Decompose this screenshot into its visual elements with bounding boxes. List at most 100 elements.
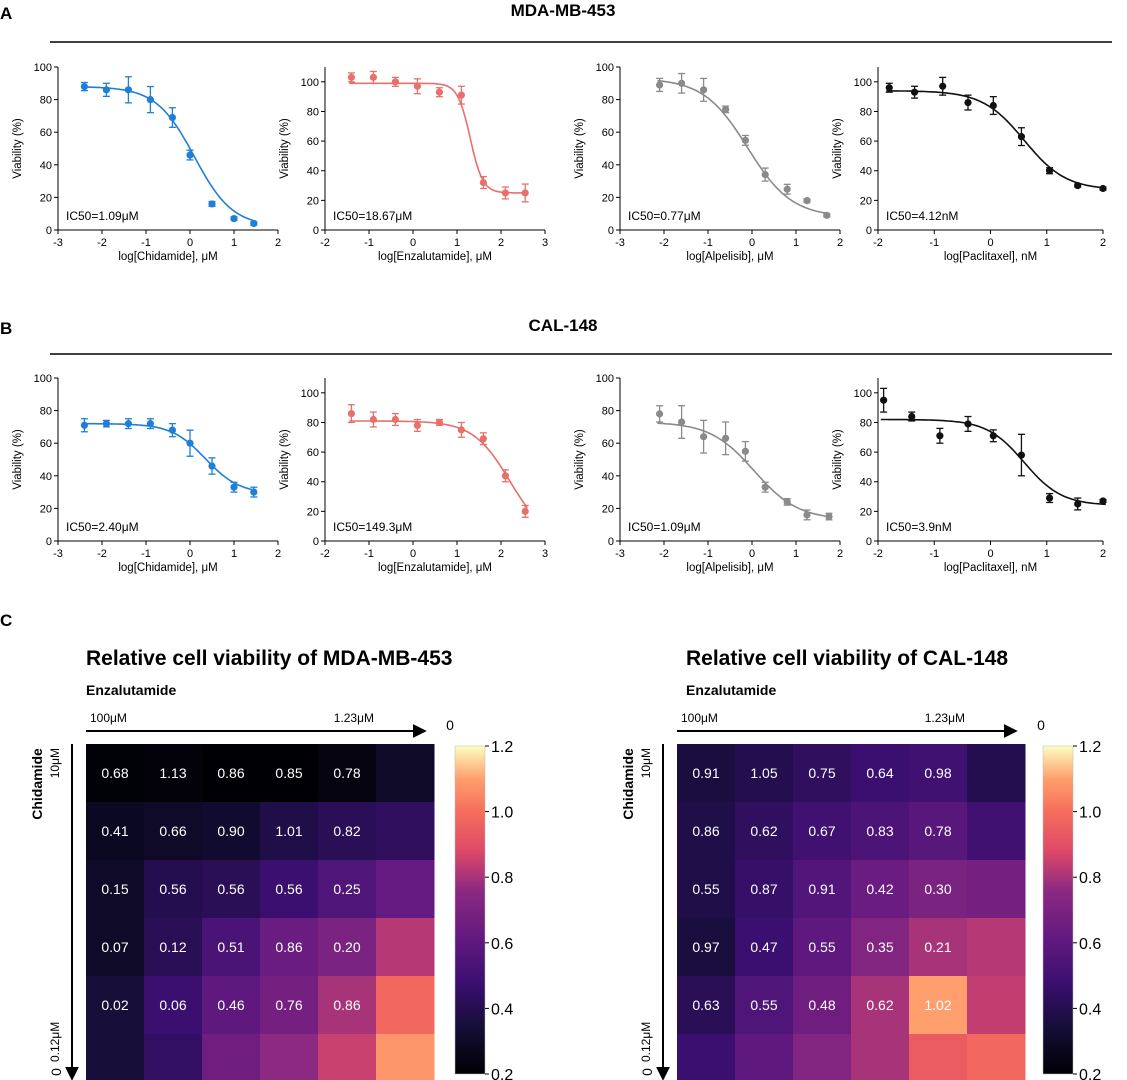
plot-A4: 0 20 40 60 80 100 -2 -1 0 1 2 log[Paclitaxel], nM Vi… [832,67,1107,263]
y-axis-label: Viability (%) [279,429,291,490]
ic50-annotation: IC50=3.9nM [886,520,952,534]
y-tick-label: 100 [854,77,872,89]
heatmap-cell [851,744,910,803]
y-tick-label: 80 [40,95,52,107]
heatmap-cell [202,976,261,1035]
y-tick-label: 100 [301,77,319,89]
cell-value: 0.30 [924,881,951,897]
data-point [823,211,831,219]
x-tick-label: -1 [929,548,939,560]
y-tick-label: 80 [40,406,52,418]
data-point [1045,167,1054,175]
x-tick-label: -2 [873,548,883,560]
data-point [1099,184,1107,193]
heatmap-cell [144,802,203,861]
heatmap-title: Relative cell viability of MDA-MB-453 [86,647,452,670]
x-tick-label: 1 [454,548,460,560]
colorbar-tick-label: 0.8 [1079,870,1101,887]
section-a-title: MDA-MB-453 [511,1,616,20]
y-axis-label: Viability (%) [574,118,586,179]
data-point [124,420,132,428]
fit-curve [349,82,528,194]
cell-value: 0.15 [101,881,128,897]
data-point [80,82,88,91]
plot-A2: 0 20 40 60 80 100 -2 -1 0 1 2 3 log[Enzalutamide], μ… [279,67,548,263]
x-axis-label: log[Chidamide], μM [118,251,217,263]
y-tick-label: 80 [860,106,872,118]
fit-curve [82,422,257,492]
column-zero-label: 0 [1037,717,1045,733]
ic50-annotation: IC50=1.09μM [66,209,139,223]
y-tick-label: 100 [34,62,52,74]
cell-value: 0.78 [333,765,360,781]
x-tick-label: -3 [615,237,625,249]
data-point [1074,181,1082,190]
heatmap-cell [318,802,377,861]
y-tick-label: 100 [854,388,872,400]
data-point [391,78,399,86]
cell-value: 0.90 [217,823,244,839]
y-tick-label: 0 [46,225,52,237]
heatmap-cell [86,1034,145,1080]
row-start-label: 10μM [48,748,62,778]
y-tick-label: 80 [860,417,872,429]
y-tick-label: 20 [860,506,872,518]
y-tick-label: 0 [313,225,319,237]
panel-label-b: B [0,319,12,338]
heatmap-cell [318,1034,377,1080]
colorbar-tick-label: 0.6 [491,936,513,953]
heatmap-cell [735,860,794,919]
y-tick-label: 20 [307,195,319,207]
column-axis-title: Enzalutamide [686,682,776,698]
y-tick-label: 40 [860,166,872,178]
heatmap-cell [677,918,736,977]
heatmap-cell [144,744,203,803]
x-axis-label: log[Paclitaxel], nM [944,562,1037,574]
data-point [678,418,686,426]
data-point [230,214,238,223]
cell-value: 0.75 [808,765,835,781]
heatmap-cell [967,1034,1026,1080]
colorbar [454,745,486,1075]
heatmap-cell [376,918,435,977]
y-tick-label: 0 [608,536,614,548]
heatmap-cell [376,802,435,861]
cell-value: 0.20 [333,939,360,955]
x-axis-label: log[Chidamide], μM [118,562,217,574]
plot-A1: 0 20 40 60 80 100 -3 -2 -1 0 1 2 log[Chidamide], μM V… [12,62,281,263]
data-point [208,462,216,470]
data-point [435,88,443,96]
row-axis-title: Chidamide [620,748,636,820]
y-tick-label: 20 [602,192,614,204]
colorbar-tick-label: 1.2 [491,739,513,756]
cell-value: 0.87 [750,881,777,897]
x-tick-label: -1 [141,548,151,560]
heatmap-cell [967,802,1026,861]
x-tick-label: -1 [364,237,374,249]
row-zero-label: 0 [639,1068,655,1076]
heatmap-cell [318,976,377,1035]
y-tick-label: 60 [40,438,52,450]
cell-value: 0.85 [275,765,302,781]
x-axis-label: log[Paclitaxel], nM [944,251,1037,263]
row-end-label: 0.12μM [48,1022,62,1062]
plot-B1: 0 20 40 60 80 100 -3 -2 -1 0 1 2 log[Chidamide], μM V… [12,373,281,574]
row-end-label: 0.12μM [639,1022,653,1062]
x-tick-label: -2 [873,237,883,249]
heatmap-cell [260,918,319,977]
ic50-annotation: IC50=4.12nM [886,209,958,223]
data-point [413,421,421,430]
heatmap-cell [260,802,319,861]
cell-value: 1.01 [275,823,302,839]
x-tick-label: 0 [749,548,755,560]
y-tick-label: 40 [602,160,614,172]
data-point [521,189,529,197]
plot-B3: 0 20 40 60 80 100 -3 -2 -1 0 1 2 log[Alpelisib], μM V… [574,373,843,574]
heatmap-cell [967,918,1026,977]
data-point [700,433,708,441]
heatmap-cell [909,918,968,977]
x-tick-label: 1 [454,237,460,249]
row-zero-label: 0 [48,1068,64,1076]
x-tick-label: 1 [793,237,799,249]
data-point [391,415,399,424]
